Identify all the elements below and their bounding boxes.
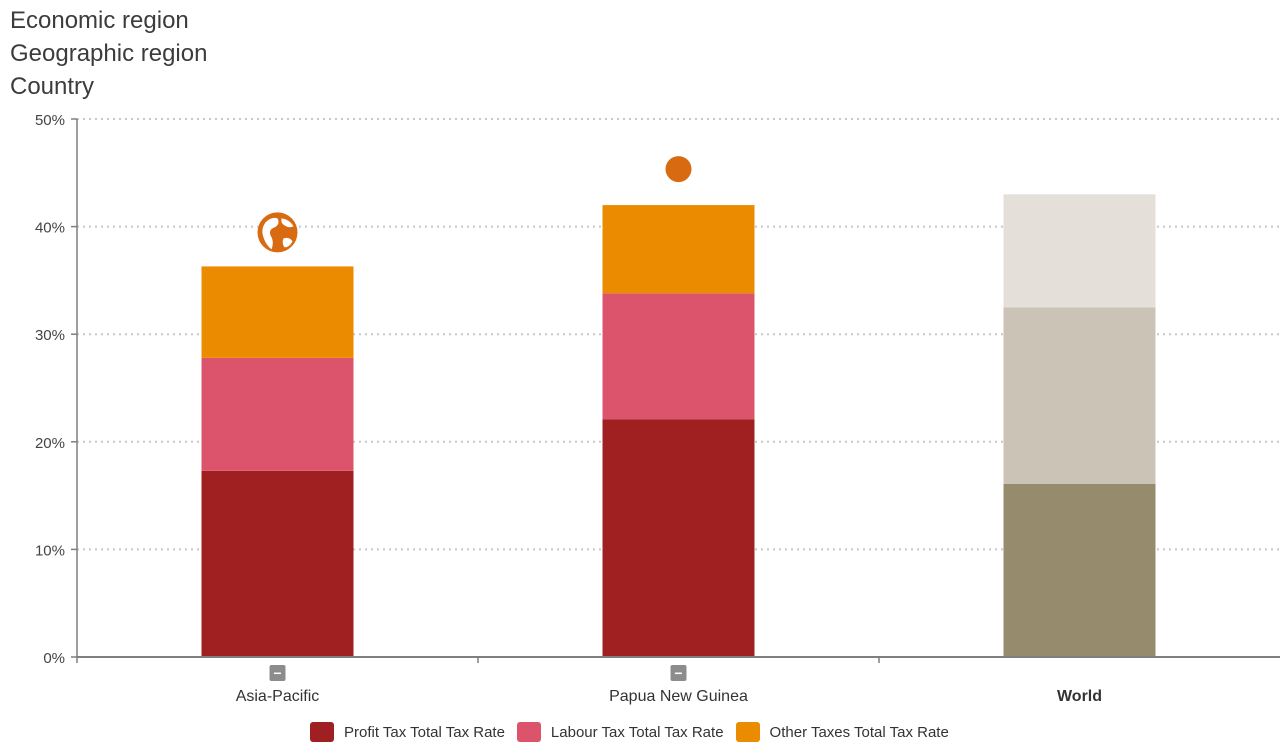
header-country[interactable]: Country [10,73,95,100]
dot-icon[interactable] [665,156,692,183]
bar-segment-labour[interactable] [201,357,354,471]
legend-label-labour: Labour Tax Total Tax Rate [550,723,724,741]
y-tick-label: 40% [35,220,65,237]
chart-legend: Profit Tax Total Tax Rate Labour Tax Tot… [310,722,961,742]
y-tick-label: 30% [35,327,65,344]
x-category-label[interactable]: Papua New Guinea [609,688,748,705]
chart-header: Economic region Geographic region Countr… [10,4,207,103]
x-category-label[interactable]: World [1057,688,1102,705]
y-tick-label: 10% [35,542,65,559]
y-tick-label: 0% [43,650,65,667]
globe-icon-landmass [281,218,294,228]
x-category-label[interactable]: Asia-Pacific [236,688,320,705]
collapse-button[interactable] [269,665,286,681]
bar-segment-labour[interactable] [1003,307,1156,484]
y-tick-label: 50% [35,112,65,129]
bar-segment-profit[interactable] [201,470,354,657]
legend-item-profit[interactable]: Profit Tax Total Tax Rate [310,722,505,742]
legend-item-labour[interactable]: Labour Tax Total Tax Rate [516,722,724,742]
collapse-icon: − [273,665,281,681]
globe-icon-landmass [282,237,293,248]
legend-label-profit: Profit Tax Total Tax Rate [344,723,505,741]
legend-item-other[interactable]: Other Taxes Total Tax Rate [735,722,949,742]
legend-label-other: Other Taxes Total Tax Rate [769,723,949,741]
stacked-bar-chart: 0% 10% 20% 30% 40% 50% − Asia-Pacific − Papua New… [35,112,1280,705]
bar-segment-other[interactable] [602,205,755,294]
bar-segment-profit[interactable] [602,419,755,657]
header-geographic-region[interactable]: Geographic region [10,40,208,67]
collapse-button[interactable] [670,665,687,681]
header-economic-region[interactable]: Economic region [10,7,189,34]
bar-segment-other[interactable] [1003,194,1156,308]
bar-segment-labour[interactable] [602,293,755,420]
bar-segment-profit[interactable] [1003,483,1156,657]
globe-icon-landmass [262,217,279,250]
legend-swatch-profit [310,722,334,742]
y-tick-label: 20% [35,435,65,452]
bar-segment-other[interactable] [201,266,354,358]
legend-swatch-labour [516,722,541,742]
collapse-icon: − [674,665,682,681]
legend-swatch-other [735,722,760,742]
